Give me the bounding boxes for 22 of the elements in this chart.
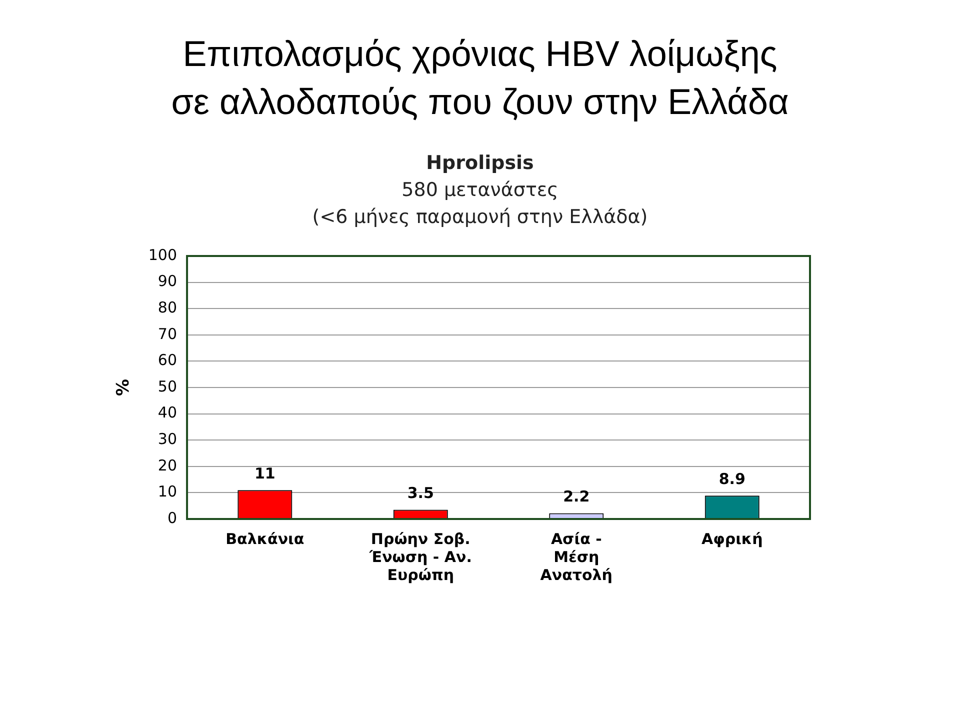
x-tick-label: Πρώην Σοβ. Ένωση - Αν. Ευρώπη	[368, 530, 472, 584]
data-label: 2.2	[563, 488, 590, 506]
y-axis-title: %	[114, 378, 134, 396]
y-tick-label: 60	[158, 351, 178, 370]
data-label: 3.5	[407, 484, 434, 502]
y-tick-label: 20	[158, 456, 178, 474]
y-tick-label: 50	[158, 377, 178, 396]
y-tick-label: 100	[148, 246, 178, 264]
x-tick-label: Βαλκάνια	[226, 530, 304, 548]
x-tick-label: Ασία - Μέση Ανατολή	[540, 530, 612, 584]
data-label: 11	[254, 464, 276, 482]
x-tick-label: Αφρική	[701, 530, 763, 548]
y-tick-label: 30	[158, 430, 178, 448]
y-tick-label: 0	[167, 508, 178, 527]
chart-subtitle: Hprolipsis 580 μετανάστες (<6 μήνες παραμονή στην Ελλάδα)	[311, 151, 649, 230]
data-label: 8.9	[718, 470, 746, 488]
y-tick-label: 40	[158, 404, 178, 422]
y-tick-label: 90	[158, 272, 178, 290]
y-tick-label: 10	[158, 482, 178, 501]
y-tick-label: 70	[158, 324, 178, 343]
y-tick-label: 80	[158, 298, 178, 316]
chart-title: Επιπολασμός χρόνιας HBV λοίμωξης σε αλλοδαπούς που ζουν στην Ελλάδα	[170, 32, 790, 124]
